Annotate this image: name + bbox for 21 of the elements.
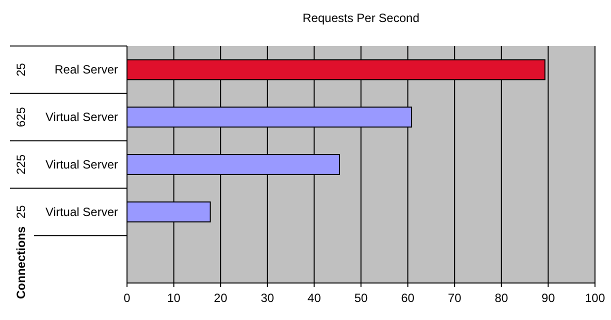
text: 25	[14, 62, 28, 76]
text: Connections	[14, 226, 28, 299]
x-tick-label: 0	[124, 291, 131, 305]
text: 25	[14, 204, 28, 219]
y-tick-label: Real Server	[54, 62, 118, 77]
x-tick-label: 80	[494, 291, 508, 305]
y-tick-label: Virtual Server	[46, 158, 118, 172]
text: 225	[14, 154, 28, 175]
x-tick-label: 70	[448, 291, 462, 305]
x-tick-label: 30	[260, 291, 274, 305]
x-tick-label: 60	[401, 291, 415, 305]
x-tick-label: 100	[584, 291, 606, 305]
x-tick-label: 20	[214, 291, 228, 305]
x-tick-label: 90	[542, 291, 556, 305]
y-tick-label: Virtual Server	[46, 110, 118, 124]
y-tick-label: Virtual Server	[46, 204, 118, 219]
x-tick-label: 10	[167, 291, 181, 305]
x-tick-label: 40	[308, 291, 322, 305]
x-tick-label: 50	[354, 291, 368, 305]
chart-title: Requests Per Second	[302, 11, 420, 25]
text: 625	[14, 106, 28, 128]
